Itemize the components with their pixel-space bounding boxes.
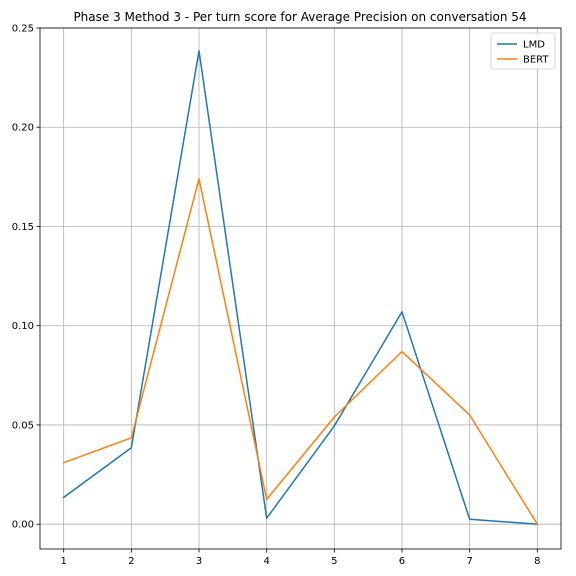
legend-label-bert: BERT	[523, 55, 549, 66]
chart-title: Phase 3 Method 3 - Per turn score for Av…	[73, 10, 526, 24]
y-tick-label: 0.20	[12, 123, 34, 134]
x-tick-label: 7	[466, 556, 472, 567]
x-tick-label: 2	[128, 556, 134, 567]
legend-label-lmd: LMD	[523, 40, 545, 51]
y-tick-label: 0.15	[12, 222, 34, 233]
y-tick-label: 0.05	[12, 420, 34, 431]
x-tick-label: 8	[534, 556, 540, 567]
series-line-bert	[62, 178, 539, 526]
axis-ticks: 1 2 3 4 5 6 7 8 0.00 0.05 0.10 0.15 0.20 0.25	[12, 24, 541, 568]
series-lines	[62, 50, 539, 526]
plot-frame	[39, 27, 562, 550]
x-tick-label: 5	[331, 556, 337, 567]
x-tick-label: 1	[60, 556, 66, 567]
legend: LMD BERT	[490, 32, 556, 70]
legend-box	[490, 32, 556, 70]
x-tick-label: 3	[196, 556, 202, 567]
y-tick-label: 0.25	[12, 24, 34, 35]
y-tick-label: 0.10	[12, 321, 34, 332]
series-line-lmd	[62, 50, 539, 525]
x-tick-label: 6	[399, 556, 405, 567]
x-tick-label: 4	[263, 556, 269, 567]
y-tick-label: 0.00	[12, 520, 34, 531]
